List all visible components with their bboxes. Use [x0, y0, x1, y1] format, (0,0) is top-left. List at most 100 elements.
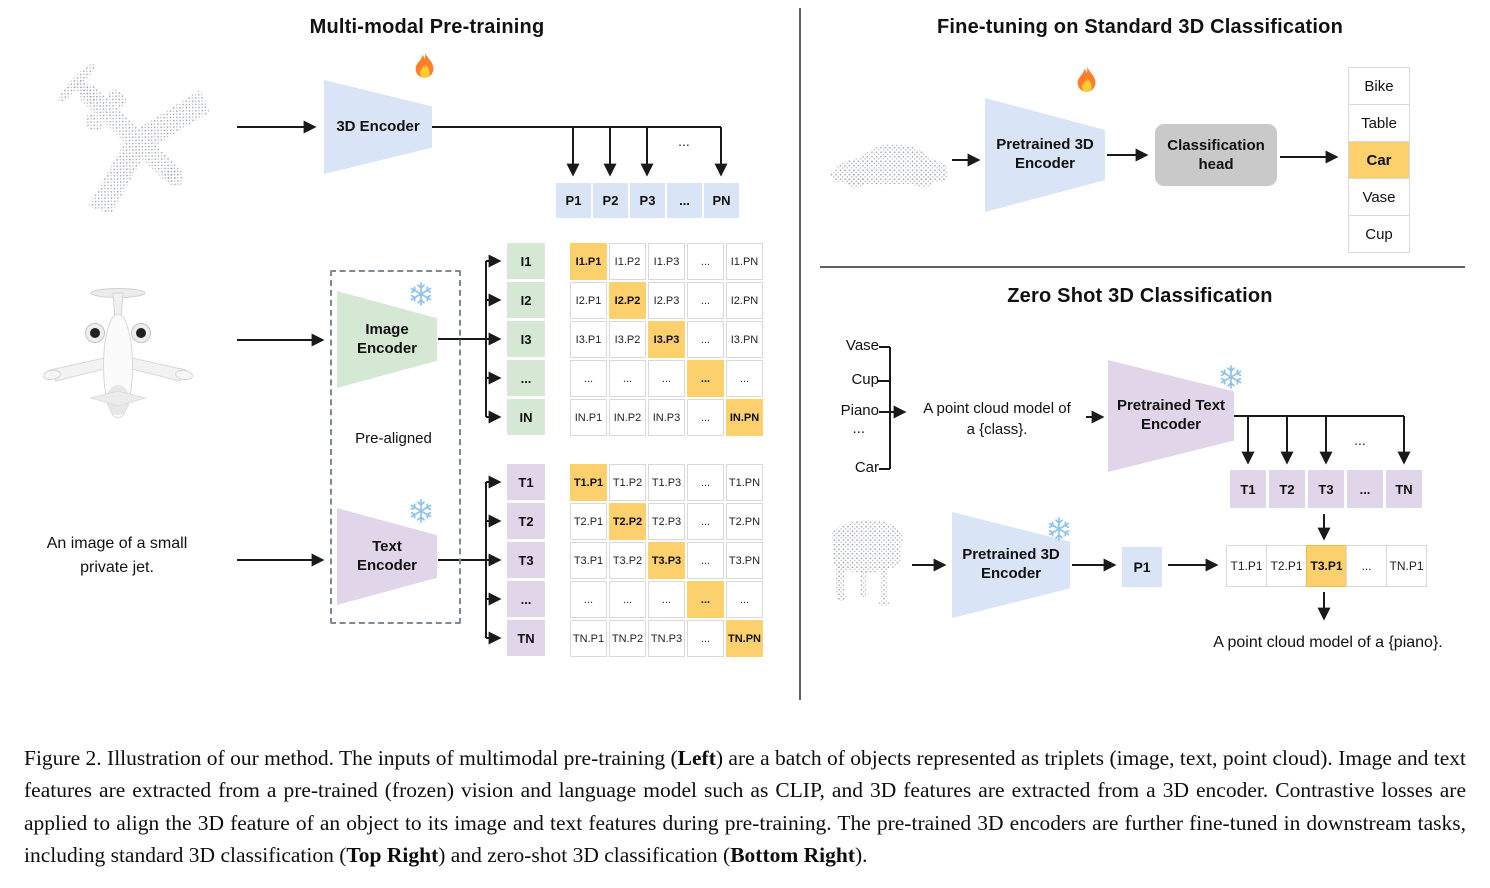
- pre-aligned-label: Pre-aligned: [355, 430, 432, 447]
- cell: P1: [556, 183, 591, 218]
- cell: IN: [507, 399, 545, 435]
- jet-photo-image: [36, 278, 201, 433]
- similarity-row: T1.P1 T2.P1 T3.P1... TN.P1: [1226, 545, 1427, 587]
- matrix-cell: T2.P3: [648, 503, 685, 540]
- matrix-cell: ...: [687, 399, 724, 436]
- cell: T1: [507, 464, 545, 500]
- matrix-cell: ...: [687, 542, 724, 579]
- text-point-similarity-matrix: T1.P1 T1.P2 T1.P3... T1.PN T2.P1 T2.P2 T2.P3..…: [570, 464, 763, 657]
- caption-bold-segment: Left: [677, 745, 716, 770]
- matrix-cell: TN.P1: [570, 620, 607, 657]
- matrix-cell: TN.PN: [726, 620, 763, 657]
- matrix-cell: IN.P2: [609, 399, 646, 436]
- finetune-title: Fine-tuning on Standard 3D Classificatio…: [936, 16, 1343, 38]
- matrix-cell: I3.P2: [609, 321, 646, 358]
- matrix-cell: ...: [726, 360, 763, 397]
- matrix-cell: ...: [648, 360, 685, 397]
- branch-ellipsis: ...: [678, 133, 690, 149]
- fire-icon: [415, 52, 434, 78]
- input-text-caption: An image of a small private jet.: [46, 535, 188, 576]
- cell: TN: [1386, 470, 1422, 508]
- encoder-3d: 3D Encoder: [324, 80, 432, 174]
- candidate-class: Cup: [851, 371, 879, 388]
- pre-aligned-box: [330, 270, 461, 624]
- cell: ...: [667, 183, 702, 218]
- matrix-cell: IN.PN: [726, 399, 763, 436]
- snowflake-icon: [410, 499, 432, 523]
- image-feature-labels: I1 I2 I3... IN: [507, 243, 545, 435]
- matrix-cell: ...: [609, 581, 646, 618]
- cell: ...: [507, 360, 545, 396]
- pretrained-3d-encoder-label: Pretrained 3D Encoder: [996, 136, 1094, 172]
- cell: Bike: [1348, 67, 1410, 105]
- cell: T2.P1: [1266, 545, 1307, 587]
- zeroshot-title: Zero Shot 3D Classification: [1007, 285, 1273, 307]
- caption-segment: Figure 2. Illustration of our method. Th…: [24, 745, 678, 770]
- figure-caption: Figure 2. Illustration of our method. Th…: [24, 742, 1466, 872]
- pretrained-text-encoder: Pretrained Text Encoder: [1108, 360, 1234, 472]
- matrix-cell: I2.PN: [726, 282, 763, 319]
- text-feature-labels: T1 T2 T3... TN: [507, 464, 545, 656]
- cell: Vase: [1348, 178, 1410, 216]
- caption-bold-segment: Top Right: [346, 843, 439, 867]
- snowflake-icon: [1048, 517, 1070, 541]
- matrix-cell: ...: [687, 321, 724, 358]
- cell: I3: [507, 321, 545, 357]
- candidate-class: Piano: [840, 402, 879, 419]
- classification-head: Classification head: [1155, 124, 1277, 186]
- matrix-cell: T3.P3: [648, 542, 685, 579]
- matrix-cell: T2.PN: [726, 503, 763, 540]
- classification-head-label: Classification head: [1167, 136, 1265, 174]
- image-point-similarity-matrix: I1.P1 I1.P2 I1.P3... I1.PN I2.P1 I2.P2 I2.P3..…: [570, 243, 763, 436]
- cell: T1: [1230, 470, 1266, 508]
- matrix-cell: I1.P2: [609, 243, 646, 280]
- cell: Table: [1348, 104, 1410, 142]
- matrix-cell: I2.P2: [609, 282, 646, 319]
- text-feature-row: T1 T2 T3... TN: [1230, 470, 1422, 508]
- class-prediction-list: Bike Table Car Vase Cup: [1348, 67, 1410, 253]
- pretrained-3d-encoder-zeroshot-label: Pretrained 3D Encoder: [962, 546, 1060, 582]
- matrix-cell: T1.P2: [609, 464, 646, 501]
- matrix-cell: IN.P3: [648, 399, 685, 436]
- image-encoder: Image Encoder: [337, 291, 437, 388]
- matrix-cell: T1.P3: [648, 464, 685, 501]
- cell: T2: [507, 503, 545, 539]
- cell: P3: [630, 183, 665, 218]
- point-feature-cell: P1: [1122, 547, 1162, 587]
- matrix-cell: T3.P2: [609, 542, 646, 579]
- matrix-cell: I1.P3: [648, 243, 685, 280]
- cell: P2: [593, 183, 628, 218]
- matrix-cell: T3.P1: [570, 542, 607, 579]
- piano-pointcloud-image: [832, 519, 903, 606]
- matrix-cell: ...: [687, 243, 724, 280]
- pretrained-3d-encoder: Pretrained 3D Encoder: [985, 98, 1105, 212]
- matrix-cell: TN.P3: [648, 620, 685, 657]
- matrix-cell: ...: [570, 581, 607, 618]
- cell: T3: [1308, 470, 1344, 508]
- car-pointcloud-image: [830, 144, 948, 188]
- cell: T3: [507, 542, 545, 578]
- cell: Car: [1348, 141, 1410, 179]
- fire-icon: [1077, 66, 1096, 92]
- cell: T3.P1: [1306, 545, 1347, 587]
- matrix-cell: ...: [687, 282, 724, 319]
- candidate-ellipsis: ...: [852, 420, 865, 437]
- cell: T2: [1269, 470, 1305, 508]
- cell: ...: [1346, 545, 1387, 587]
- cell: ...: [507, 581, 545, 617]
- candidate-class: Vase: [845, 337, 879, 354]
- matrix-cell: I1.P1: [570, 243, 607, 280]
- matrix-cell: I1.PN: [726, 243, 763, 280]
- image-encoder-label: Image Encoder: [356, 320, 417, 357]
- caption-segment: ).: [855, 843, 868, 867]
- cell: I1: [507, 243, 545, 279]
- cell: TN: [507, 620, 545, 656]
- caption-segment: ) are a batch of objects represented as …: [24, 745, 1466, 868]
- pretrained-text-encoder-label: Pretrained Text Encoder: [1116, 397, 1226, 433]
- matrix-cell: ...: [687, 581, 724, 618]
- prompt-text: A point cloud model of a {class}.: [923, 400, 1071, 438]
- matrix-cell: I3.P3: [648, 321, 685, 358]
- matrix-cell: TN.P2: [609, 620, 646, 657]
- matrix-cell: ...: [687, 620, 724, 657]
